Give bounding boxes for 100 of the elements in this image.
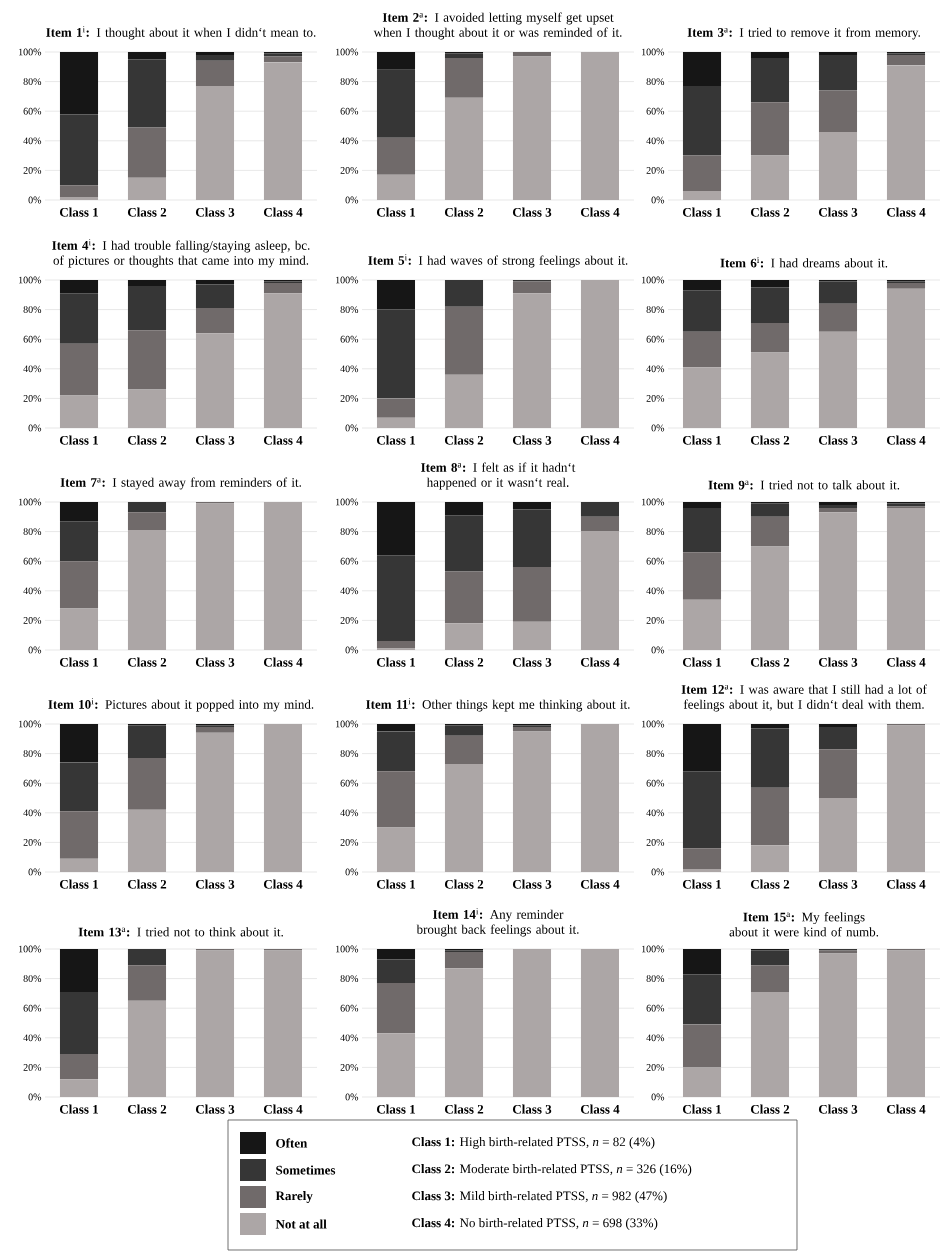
y-tick-label: 60% <box>23 335 42 343</box>
chart-title: Item 12$^{a}$: I was aware that I still had a lot of feelings about it, but I didn‘t deal with them. <box>681 684 927 712</box>
chart-title: Item 1$^{i}$: I thought about it when I didn‘t mean to. <box>46 26 316 40</box>
x-tick-label: Class 2 <box>127 657 167 667</box>
y-tick-label: 20% <box>340 1064 359 1071</box>
x-tick-label: Class 4 <box>263 879 303 889</box>
x-tick-label: Class 1 <box>376 207 416 217</box>
text: Class 4: No birth-related PTSS, n = 698 (33%) <box>412 1218 658 1230</box>
x-tick-label: Class 1 <box>682 435 722 445</box>
y-tick-label: 20% <box>646 1064 665 1071</box>
x-tick-label: Class 1 <box>59 435 99 445</box>
x-tick-label: Class 2 <box>750 435 790 445</box>
x-tick-label: Class 3 <box>818 435 858 445</box>
y-tick-label: 20% <box>23 1064 42 1071</box>
y-tick-label: 60% <box>23 779 42 787</box>
x-tick-label: Class 3 <box>195 879 235 889</box>
y-tick-label: 100% <box>19 945 42 953</box>
legend-label: Rarely <box>275 1191 313 1203</box>
y-tick-label: 40% <box>646 137 665 145</box>
y-tick-label: 80% <box>646 306 665 313</box>
text: Class 1: High birth-related PTSS, n = 82 (4%) <box>412 1137 655 1149</box>
x-tick-label: Class 1 <box>376 1104 416 1114</box>
x-tick-label: Class 2 <box>127 1104 167 1114</box>
y-tick-label: 0% <box>651 1093 665 1101</box>
y-tick-label: 100% <box>19 720 42 728</box>
x-tick-label: Class 3 <box>818 1104 858 1114</box>
chart-title: Item 5$^{i}$: I had waves of strong feelings about it. <box>368 254 628 268</box>
y-tick-label: 80% <box>23 975 42 982</box>
y-tick-label: 0% <box>651 424 665 432</box>
x-tick-label: Class 3 <box>512 657 552 667</box>
x-tick-label: Class 1 <box>376 657 416 667</box>
y-tick-label: 80% <box>23 78 42 85</box>
y-tick-label: 20% <box>340 839 359 846</box>
x-tick-label: Class 1 <box>682 207 722 217</box>
chart-title: Item 4$^{i}$: I had trouble falling/staying asleep, bc. of pictures or thoughts that came into my mind. <box>52 239 310 268</box>
y-tick-label: 100% <box>336 276 359 284</box>
y-tick-label: 20% <box>646 395 665 402</box>
y-tick-label: 60% <box>340 107 359 115</box>
x-tick-label: Class 4 <box>263 435 303 445</box>
y-tick-label: 0% <box>651 196 665 204</box>
x-tick-label: Class 2 <box>127 207 167 217</box>
x-tick-label: Class 1 <box>682 657 722 667</box>
y-tick-label: 40% <box>646 1034 665 1042</box>
x-tick-label: Class 3 <box>195 435 235 445</box>
y-tick-label: 60% <box>646 557 665 565</box>
x-tick-label: Class 4 <box>263 1104 303 1114</box>
x-tick-label: Class 1 <box>682 1104 722 1114</box>
x-tick-label: Class 1 <box>59 657 99 667</box>
y-tick-label: 100% <box>642 276 665 284</box>
chart-title: Item 14$^{i}$: Any reminder brought back feelings about it. <box>416 908 579 937</box>
y-tick-label: 20% <box>23 617 42 624</box>
y-tick-label: 100% <box>642 48 665 56</box>
y-tick-label: 0% <box>28 646 42 654</box>
x-tick-label: Class 2 <box>750 1104 790 1114</box>
legend-label: Often <box>276 1138 308 1148</box>
y-tick-label: 40% <box>23 137 42 145</box>
y-tick-label: 80% <box>646 78 665 85</box>
y-tick-label: 20% <box>340 617 359 624</box>
y-tick-label: 20% <box>340 167 359 174</box>
y-tick-label: 0% <box>651 646 665 654</box>
y-tick-label: 0% <box>345 1093 359 1101</box>
y-tick-label: 0% <box>345 196 359 204</box>
x-tick-label: Class 2 <box>127 879 167 889</box>
x-tick-label: Class 4 <box>580 879 620 889</box>
chart-title: Item 8$^{a}$: I felt as if it hadn‘t happened or it wasn‘t real. <box>421 462 576 490</box>
y-tick-label: 60% <box>340 779 359 787</box>
chart-title: Item 10$^{i}$: Pictures about it popped into my mind. <box>48 698 314 712</box>
y-tick-label: 40% <box>340 365 359 373</box>
y-tick-label: 100% <box>336 945 359 953</box>
y-tick-label: 40% <box>340 587 359 595</box>
y-tick-label: 20% <box>23 839 42 846</box>
x-tick-label: Class 3 <box>818 207 858 217</box>
y-tick-label: 80% <box>23 750 42 757</box>
x-tick-label: Class 4 <box>580 1104 620 1114</box>
y-tick-label: 40% <box>646 587 665 595</box>
x-tick-label: Class 1 <box>59 207 99 217</box>
y-tick-label: 40% <box>23 587 42 595</box>
y-tick-label: 0% <box>28 424 42 432</box>
x-tick-label: Class 4 <box>886 207 926 217</box>
y-tick-label: 60% <box>646 1004 665 1012</box>
text: Class 2: Moderate birth-related PTSS, n = 326 (16%) <box>412 1164 692 1176</box>
y-tick-label: 60% <box>646 335 665 343</box>
x-tick-label: Class 2 <box>750 879 790 889</box>
y-tick-label: 100% <box>19 498 42 506</box>
y-tick-label: 100% <box>336 720 359 728</box>
x-tick-label: Class 2 <box>750 207 790 217</box>
y-tick-label: 100% <box>642 945 665 953</box>
x-tick-label: Class 4 <box>580 435 620 445</box>
chart-title: Item 3$^{a}$: I tried to remove it from memory. <box>687 27 920 40</box>
y-tick-label: 20% <box>23 167 42 174</box>
y-tick-label: 80% <box>646 750 665 757</box>
x-tick-label: Class 2 <box>444 435 484 445</box>
y-tick-label: 60% <box>340 557 359 565</box>
x-tick-label: Class 3 <box>818 879 858 889</box>
y-tick-label: 80% <box>23 528 42 535</box>
y-tick-label: 100% <box>642 720 665 728</box>
y-tick-label: 60% <box>23 1004 42 1012</box>
y-tick-label: 40% <box>23 1034 42 1042</box>
y-tick-label: 40% <box>23 365 42 373</box>
x-tick-label: Class 2 <box>127 435 167 445</box>
